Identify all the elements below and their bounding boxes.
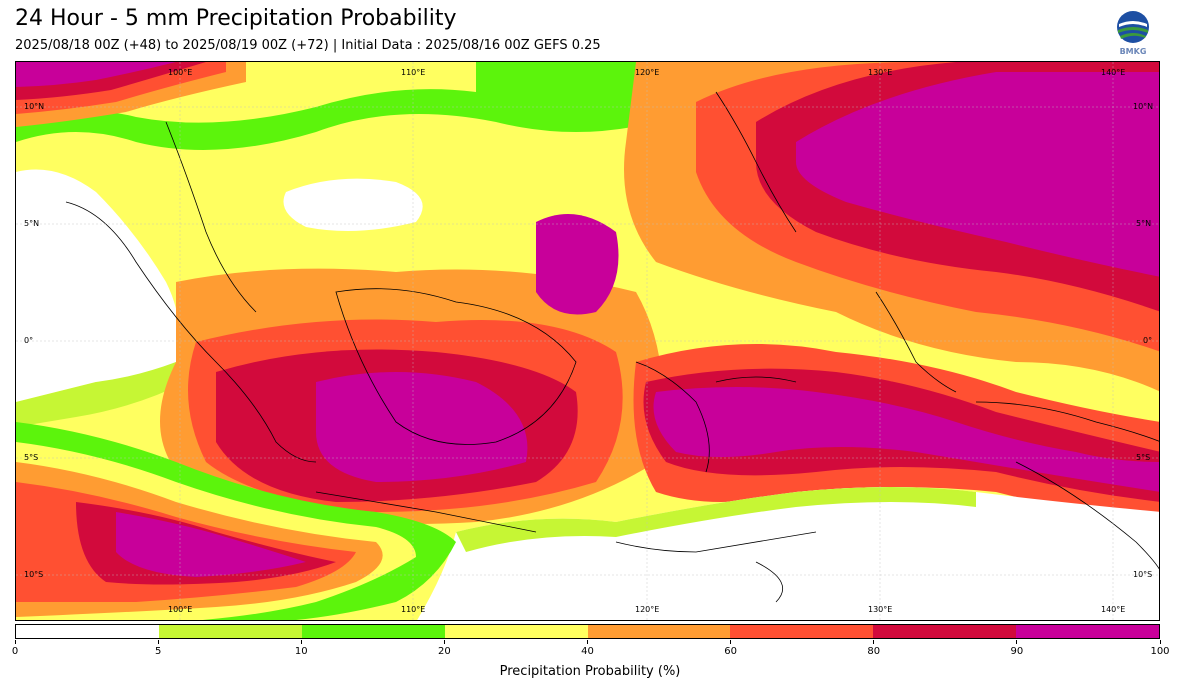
lon-label-bottom: 120°E: [635, 605, 660, 614]
colorbar-tick-label: 20: [438, 646, 451, 657]
lon-label-top: 100°E: [168, 68, 193, 77]
logo-text: BMKG: [1120, 47, 1147, 56]
map-subtitle: 2025/08/18 00Z (+48) to 2025/08/19 00Z (…: [15, 38, 601, 53]
colorbar-tick-label: 90: [1010, 646, 1024, 657]
bmkg-logo: BMKG: [1113, 10, 1153, 56]
lon-label-top: 120°E: [635, 68, 660, 77]
colorbar-tick: [730, 640, 732, 644]
colorbar-tick: [300, 640, 302, 644]
colorbar-segment: [16, 625, 159, 638]
colorbar-tick-label: 5: [154, 646, 162, 657]
lat-label-left: 5°S: [24, 453, 39, 462]
colorbar-tick-label: 40: [581, 646, 594, 657]
lat-label-right: 10°S: [1133, 570, 1153, 579]
colorbar-segment: [873, 625, 1017, 638]
map-title: 24 Hour - 5 mm Precipitation Probability: [15, 6, 457, 31]
lon-label-bottom: 140°E: [1101, 605, 1126, 614]
lat-label-left: 5°N: [24, 219, 40, 228]
colorbar-tick-label: 80: [867, 646, 881, 657]
lat-label-left: 0°: [24, 336, 34, 345]
precipitation-map: 100°E 110°E 120°E 130°E 140°E 100°E 110°…: [15, 61, 1160, 621]
lat-label-left: 10°S: [24, 570, 44, 579]
colorbar-tick-label: 100: [1150, 646, 1170, 657]
colorbar-tick-label: 0: [11, 646, 19, 657]
colorbar-tick-label: 10: [294, 646, 308, 657]
colorbar-segment: [587, 625, 731, 638]
colorbar-tick: [157, 640, 159, 644]
lat-label-left: 10°N: [24, 102, 45, 111]
lat-label-right: 10°N: [1133, 102, 1154, 111]
colorbar-segment: [158, 625, 302, 638]
colorbar-tick: [873, 640, 875, 644]
lat-label-right: 5°N: [1136, 219, 1152, 228]
colorbar-segment: [730, 625, 874, 638]
lon-label-bottom: 100°E: [168, 605, 193, 614]
lon-label-top: 130°E: [868, 68, 893, 77]
colorbar-segment: [301, 625, 445, 638]
colorbar-tick: [14, 640, 16, 644]
colorbar-segment: [1016, 625, 1159, 638]
colorbar: [15, 624, 1160, 639]
lon-label-top: 110°E: [401, 68, 426, 77]
lat-label-right: 5°S: [1136, 453, 1151, 462]
colorbar-segment: [444, 625, 588, 638]
lon-label-bottom: 110°E: [401, 605, 426, 614]
colorbar-tick: [1159, 640, 1161, 644]
colorbar-tick: [1016, 640, 1018, 644]
colorbar-tick: [443, 640, 445, 644]
colorbar-label: Precipitation Probability (%): [499, 664, 681, 679]
lon-label-bottom: 130°E: [868, 605, 893, 614]
lon-label-top: 140°E: [1101, 68, 1126, 77]
lat-label-right: 0°: [1143, 336, 1153, 345]
colorbar-tick-label: 60: [724, 646, 737, 657]
colorbar-tick: [587, 640, 588, 644]
probability-field: [16, 62, 1159, 620]
